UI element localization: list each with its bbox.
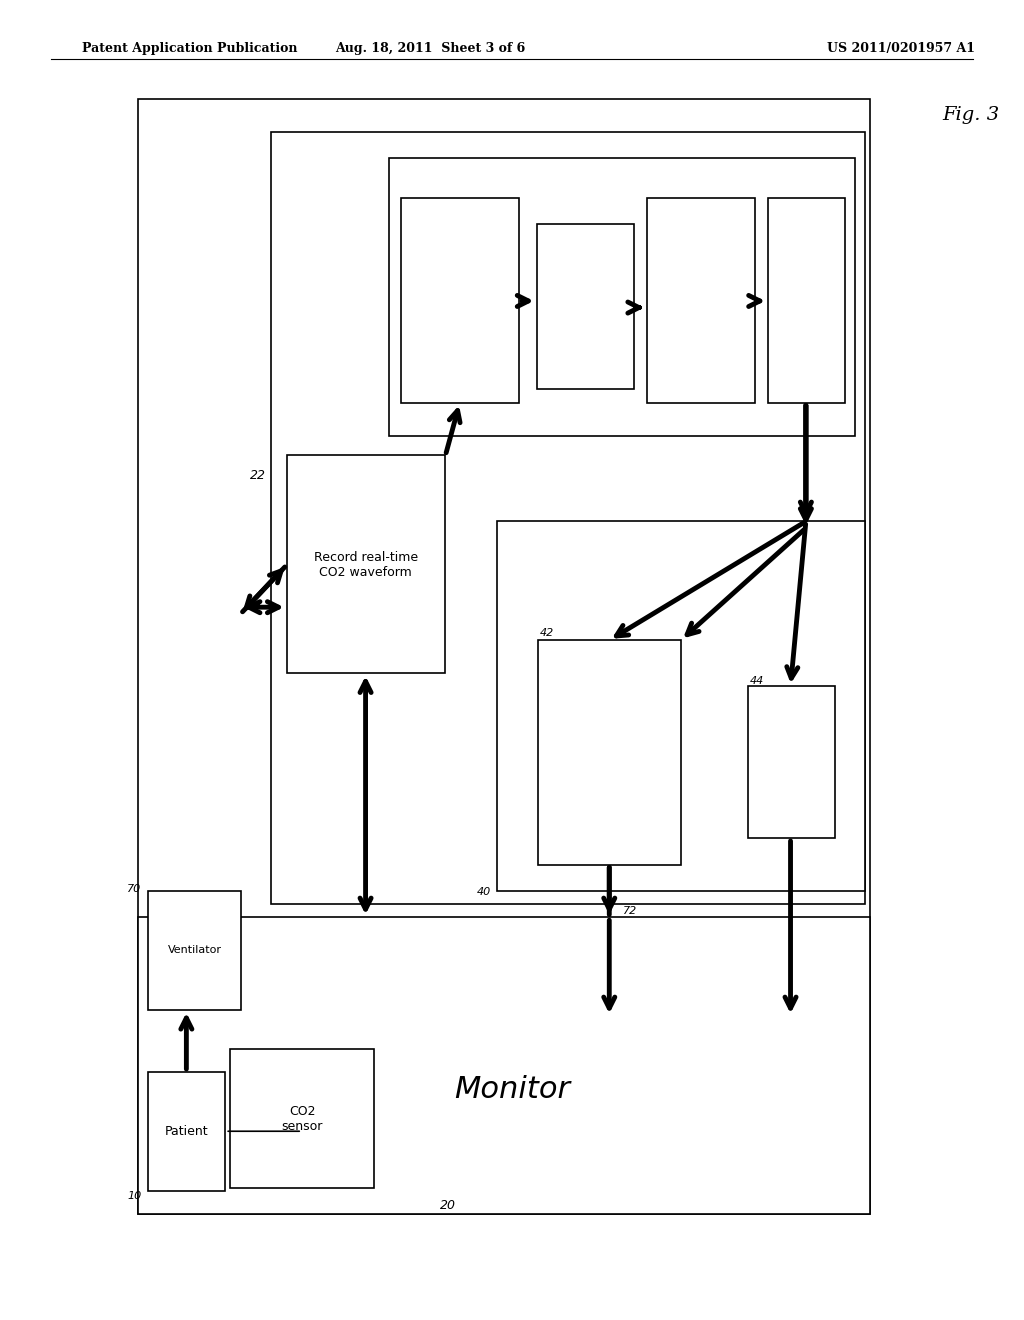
FancyBboxPatch shape (138, 99, 870, 1214)
FancyBboxPatch shape (148, 891, 241, 1010)
FancyBboxPatch shape (537, 224, 634, 389)
Text: Monitor: Monitor (454, 1074, 570, 1104)
FancyBboxPatch shape (271, 132, 865, 904)
FancyBboxPatch shape (148, 1072, 225, 1191)
FancyBboxPatch shape (287, 455, 445, 673)
FancyBboxPatch shape (538, 640, 681, 865)
Text: Patient: Patient (165, 1125, 208, 1138)
FancyBboxPatch shape (647, 198, 755, 403)
Text: Record real-time
CO2 waveform: Record real-time CO2 waveform (313, 550, 418, 579)
FancyBboxPatch shape (389, 158, 855, 436)
Text: Patent Application Publication: Patent Application Publication (82, 42, 297, 55)
Text: 22: 22 (250, 469, 266, 482)
Text: Measure
Waveform
Characteristics: Measure Waveform Characteristics (658, 284, 742, 318)
FancyBboxPatch shape (230, 1049, 374, 1188)
FancyBboxPatch shape (768, 198, 845, 403)
Text: Ventilator: Ventilator (168, 945, 221, 956)
FancyBboxPatch shape (497, 521, 865, 891)
Text: 20: 20 (440, 1199, 457, 1212)
Text: Waveform
Detection: Waveform Detection (556, 297, 613, 318)
Text: Fig. 3: Fig. 3 (942, 106, 999, 124)
Text: 44: 44 (750, 676, 764, 686)
Text: Aug. 18, 2011  Sheet 3 of 6: Aug. 18, 2011 Sheet 3 of 6 (335, 42, 525, 55)
Text: 42: 42 (540, 627, 554, 638)
FancyBboxPatch shape (401, 198, 519, 403)
Text: 40: 40 (477, 887, 492, 898)
Text: Alarm: Alarm (772, 756, 809, 770)
Text: 70: 70 (127, 884, 141, 895)
FancyBboxPatch shape (748, 686, 835, 838)
FancyBboxPatch shape (138, 917, 870, 1214)
Text: 72: 72 (623, 906, 637, 916)
Text: US 2011/0201957 A1: US 2011/0201957 A1 (827, 42, 975, 55)
Text: 10: 10 (127, 1191, 141, 1201)
Text: Signal Noise
Reduction: Signal Noise Reduction (425, 290, 495, 312)
Text: Waveform
Classification: Waveform Classification (769, 290, 843, 312)
Text: CO2
sensor: CO2 sensor (282, 1105, 323, 1134)
Text: Clinical
Advisory
Statement: Clinical Advisory Statement (577, 731, 642, 774)
